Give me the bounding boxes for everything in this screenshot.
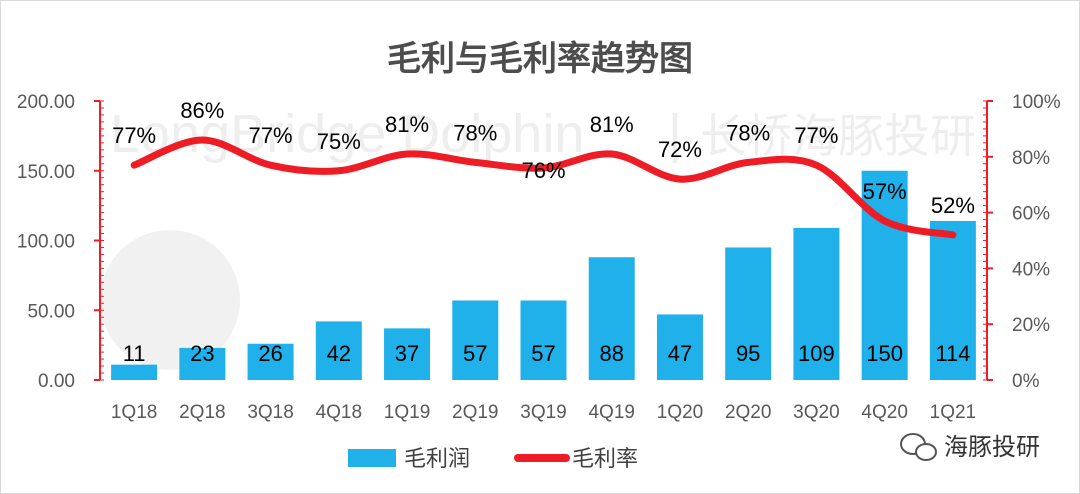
bar-value-label: 114 bbox=[935, 341, 970, 366]
right-tick-label: 80% bbox=[1012, 148, 1050, 169]
bar-value-label: 57 bbox=[531, 341, 555, 366]
bar-value-label: 109 bbox=[798, 341, 835, 366]
rate-value-label: 76% bbox=[521, 158, 565, 183]
rate-value-label: 77% bbox=[794, 123, 838, 148]
watermark-separator: | bbox=[668, 104, 682, 164]
rate-value-label: 72% bbox=[658, 137, 702, 162]
rate-value-label: 81% bbox=[385, 112, 429, 137]
x-tick-label: 4Q19 bbox=[588, 402, 634, 423]
left-axis: 0.00 50.00 100.00 150.00 200.00 bbox=[17, 92, 104, 392]
right-tick-label: 20% bbox=[1012, 315, 1050, 336]
left-tick-label: 150.00 bbox=[17, 162, 75, 183]
bar bbox=[588, 257, 635, 380]
x-tick-label: 1Q19 bbox=[384, 402, 430, 423]
brand-badge: 海豚投研 bbox=[900, 433, 1040, 461]
rate-value-label: 77% bbox=[112, 123, 156, 148]
left-tick-label: 50.00 bbox=[27, 301, 75, 322]
rate-line bbox=[130, 136, 957, 239]
bar-value-label: 26 bbox=[258, 341, 282, 366]
bar-value-label: 150 bbox=[866, 341, 903, 366]
bar bbox=[725, 247, 772, 380]
x-tick-label: 2Q18 bbox=[179, 402, 225, 423]
bar-value-label: 37 bbox=[395, 341, 419, 366]
x-tick-label: 4Q18 bbox=[316, 402, 362, 423]
legend: 毛利润 毛利率 bbox=[348, 447, 638, 472]
bar bbox=[179, 347, 226, 380]
bar-value-label: 11 bbox=[123, 341, 146, 366]
bar bbox=[452, 300, 499, 380]
watermark-logo bbox=[100, 230, 240, 370]
bar bbox=[656, 314, 703, 380]
x-tick-label: 2Q19 bbox=[452, 402, 498, 423]
bar bbox=[247, 343, 294, 380]
x-tick-label: 4Q20 bbox=[861, 402, 907, 423]
right-tick-label: 40% bbox=[1012, 259, 1050, 280]
left-tick-label: 200.00 bbox=[17, 92, 75, 113]
x-tick-label: 1Q18 bbox=[111, 402, 157, 423]
bar-value-label: 42 bbox=[327, 341, 351, 366]
bar-value-label: 47 bbox=[668, 341, 692, 366]
bar bbox=[111, 364, 158, 380]
x-tick-label: 3Q20 bbox=[793, 402, 839, 423]
x-tick-label: 1Q20 bbox=[657, 402, 703, 423]
bar bbox=[384, 328, 431, 380]
chart-title: 毛利与毛利率趋势图 bbox=[387, 39, 693, 79]
watermark-cn: 长桥海豚投研 bbox=[700, 109, 976, 163]
left-tick-label: 100.00 bbox=[17, 232, 75, 253]
x-axis-labels: 1Q18 2Q18 3Q18 4Q18 1Q19 2Q19 3Q19 4Q19 1Q20 2Q20… bbox=[111, 402, 976, 423]
rate-labels: 77% 86% 77% 75% 81% 78% 76% 81% 72% 78% 77% 57% 52% bbox=[112, 98, 975, 218]
rate-value-label: 78% bbox=[453, 120, 497, 145]
right-axis: 0% 20% 40% 60% 80% 100% bbox=[983, 92, 1061, 392]
watermark: LongBridge Dolphin | 长桥海豚投研 bbox=[100, 104, 976, 370]
wechat-icon bbox=[900, 433, 937, 461]
x-tick-label: 3Q18 bbox=[247, 402, 293, 423]
rate-value-label: 78% bbox=[726, 120, 770, 145]
left-tick-label: 0.00 bbox=[38, 371, 75, 392]
x-tick-label: 2Q20 bbox=[725, 402, 771, 423]
bar-value-label: 88 bbox=[599, 341, 623, 366]
right-tick-label: 0% bbox=[1012, 371, 1040, 392]
bar-value-label: 57 bbox=[463, 341, 487, 366]
bar-value-label: 23 bbox=[190, 341, 214, 366]
legend-line-label: 毛利率 bbox=[572, 447, 638, 472]
rate-value-label: 86% bbox=[180, 98, 224, 123]
watermark-text: LongBridge Dolphin bbox=[110, 104, 584, 164]
bar-value-label: 95 bbox=[736, 341, 760, 366]
rate-line-path bbox=[130, 136, 957, 239]
bar bbox=[929, 220, 976, 380]
right-tick-label: 100% bbox=[1012, 92, 1061, 113]
rate-value-label: 52% bbox=[931, 193, 975, 218]
brand-badge-text: 海豚投研 bbox=[944, 433, 1040, 461]
legend-bar-swatch bbox=[348, 449, 396, 467]
bar-labels: 11 23 26 42 37 57 57 88 47 95 109 150 114 bbox=[123, 341, 971, 366]
rate-value-label: 57% bbox=[863, 179, 907, 204]
right-tick-label: 60% bbox=[1012, 204, 1050, 225]
bars bbox=[111, 170, 976, 380]
bar bbox=[793, 227, 840, 380]
rate-value-label: 77% bbox=[249, 123, 293, 148]
bar bbox=[315, 321, 362, 380]
bar bbox=[520, 300, 567, 380]
x-tick-label: 3Q19 bbox=[520, 402, 566, 423]
x-tick-label: 1Q21 bbox=[930, 402, 976, 423]
rate-value-label: 81% bbox=[590, 112, 634, 137]
rate-value-label: 75% bbox=[317, 129, 361, 154]
legend-bar-label: 毛利润 bbox=[404, 447, 470, 472]
